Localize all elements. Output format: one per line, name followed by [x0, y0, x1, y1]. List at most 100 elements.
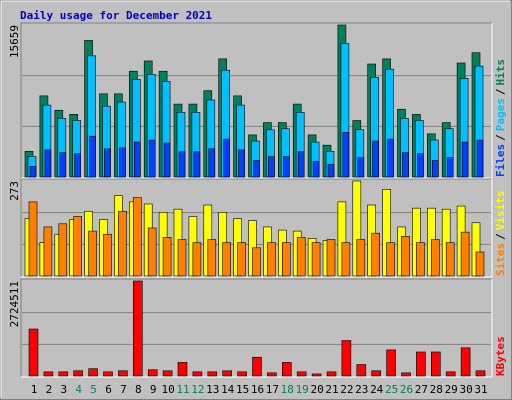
bar — [445, 371, 456, 377]
x-tick-label: 23 — [355, 383, 368, 396]
bar — [58, 371, 69, 377]
bar — [252, 247, 261, 277]
bar — [342, 132, 350, 178]
bar — [268, 156, 275, 178]
legend-entry: KBytes — [494, 336, 507, 376]
bar — [73, 370, 83, 377]
bar — [430, 239, 440, 277]
bar — [252, 356, 262, 377]
panel-bevel — [21, 279, 493, 378]
bar — [104, 148, 111, 178]
bar — [356, 239, 366, 277]
bar — [386, 349, 396, 377]
bar — [222, 242, 231, 277]
bar — [460, 347, 471, 377]
bar — [461, 141, 469, 178]
bar — [222, 370, 232, 377]
panel-bevel — [21, 179, 493, 278]
panel-bevel — [20, 178, 492, 277]
x-tick-label: 13 — [206, 383, 219, 396]
x-tick-label: 7 — [120, 383, 127, 396]
bar — [416, 242, 425, 277]
bar — [89, 135, 96, 178]
bar — [402, 152, 409, 178]
bar — [267, 242, 276, 277]
x-tick-label: 18 — [281, 383, 294, 396]
bar — [148, 139, 156, 178]
x-tick-label: 20 — [310, 383, 323, 396]
bar — [208, 148, 216, 178]
legend: KBytes — [494, 336, 507, 376]
x-tick-label: 22 — [340, 383, 353, 396]
x-tick-label: 4 — [75, 383, 82, 396]
x-tick-label: 6 — [105, 383, 112, 396]
bar — [44, 149, 52, 178]
legend-separator: / — [494, 233, 507, 240]
bar — [311, 242, 321, 277]
x-tick-label: 1 — [31, 383, 38, 396]
legend-entry: Hits — [494, 59, 507, 86]
bar — [296, 237, 306, 277]
bar — [475, 251, 485, 277]
bar — [237, 371, 247, 377]
x-tick-label: 27 — [415, 383, 428, 396]
bar — [476, 139, 484, 178]
x-tick-label: 3 — [60, 383, 67, 396]
bar — [237, 242, 246, 277]
legend: Files / Pages / Hits — [494, 59, 507, 177]
x-tick-label: 9 — [150, 383, 157, 396]
bar — [460, 231, 470, 277]
bar — [372, 140, 380, 178]
bar — [177, 362, 188, 377]
bar — [311, 373, 322, 377]
bar — [192, 242, 202, 277]
bar — [387, 138, 394, 178]
bar — [267, 372, 277, 377]
bar — [119, 147, 126, 178]
bar — [416, 351, 426, 377]
chart-title: Daily usage for December 2021 — [20, 9, 212, 22]
bar — [163, 142, 171, 178]
bar — [417, 153, 424, 178]
bar — [28, 328, 39, 377]
x-tick-label: 31 — [474, 383, 487, 396]
x-tick-label: 2 — [46, 383, 53, 396]
bar — [446, 157, 454, 178]
y-tick-label: 15659 — [8, 25, 21, 58]
bar — [341, 242, 351, 277]
bar — [371, 370, 382, 377]
bar — [103, 371, 113, 377]
bar — [162, 370, 173, 377]
panel-bevel — [20, 278, 492, 377]
bar — [386, 242, 395, 277]
bar — [281, 242, 291, 277]
panel-bevel — [21, 23, 493, 179]
x-tick-label: 19 — [296, 383, 309, 396]
legend: Sites / Visits — [494, 191, 507, 277]
x-tick-label: 8 — [135, 383, 142, 396]
bar — [147, 227, 157, 277]
panel-bevel — [20, 22, 492, 178]
bar — [43, 371, 54, 377]
bar — [297, 151, 305, 178]
bar — [43, 226, 53, 277]
x-tick-label: 30 — [459, 383, 472, 396]
bar — [371, 232, 381, 277]
bar — [88, 368, 98, 377]
bar — [177, 239, 187, 277]
legend-separator: / — [494, 134, 507, 141]
bar — [133, 280, 143, 377]
legend-entry: Visits — [494, 191, 507, 231]
x-tick-label: 17 — [266, 383, 279, 396]
bar — [88, 230, 97, 277]
legend-entry: Sites — [494, 243, 507, 276]
legend-separator: / — [494, 88, 507, 95]
x-tick-label: 5 — [90, 383, 97, 396]
bar — [207, 371, 218, 377]
bar — [281, 362, 292, 377]
bar — [73, 216, 82, 277]
x-tick-label: 25 — [385, 383, 398, 396]
